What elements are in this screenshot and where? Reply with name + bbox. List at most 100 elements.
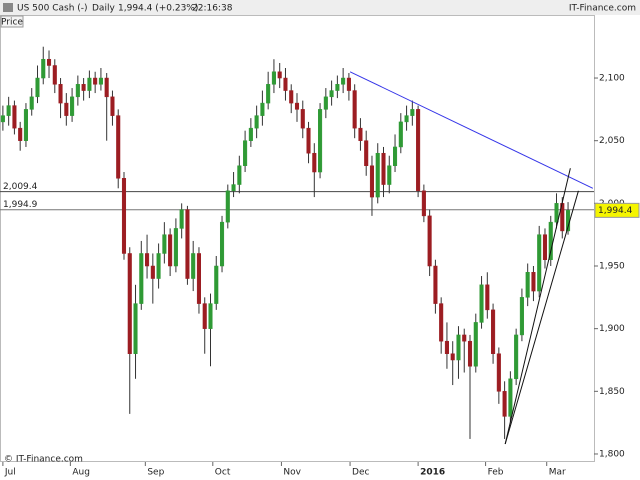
candle-body bbox=[133, 303, 138, 354]
candle-body bbox=[462, 334, 467, 342]
x-tick-label: 2016 bbox=[420, 468, 445, 478]
candle-body bbox=[75, 84, 80, 98]
x-tick-label: Jul bbox=[4, 468, 16, 478]
candle-body bbox=[12, 105, 17, 129]
candle-body bbox=[237, 165, 242, 185]
candle-body bbox=[58, 84, 63, 104]
candle-body bbox=[254, 115, 259, 129]
candle-body bbox=[335, 84, 340, 91]
candle-body bbox=[145, 253, 150, 267]
candle-body bbox=[404, 115, 409, 123]
x-tick-label: Mar bbox=[549, 468, 566, 478]
source: IT-Finance.com bbox=[569, 4, 636, 14]
candle-body bbox=[81, 84, 86, 91]
level-label: 1,994.9 bbox=[3, 200, 38, 210]
candle-body bbox=[312, 152, 317, 173]
candle-body bbox=[537, 234, 542, 292]
candle-body bbox=[508, 378, 513, 417]
y-tick-label: 2,100 bbox=[599, 74, 625, 84]
candle-body bbox=[191, 253, 196, 279]
candle-body bbox=[323, 96, 328, 110]
candle-body bbox=[271, 71, 276, 85]
candle-body bbox=[467, 340, 473, 367]
candle-body bbox=[341, 77, 346, 85]
trend-line bbox=[504, 168, 571, 445]
candle-body bbox=[46, 58, 52, 66]
candle-body bbox=[202, 303, 207, 329]
trend-line bbox=[504, 190, 579, 445]
candle-body bbox=[375, 152, 380, 198]
candle-body bbox=[289, 90, 294, 104]
plot-frame bbox=[0, 15, 595, 462]
x-tick-label: Nov bbox=[283, 468, 301, 478]
time: 22:16:38 bbox=[192, 4, 233, 14]
candle-body bbox=[519, 297, 524, 336]
candle-body bbox=[277, 71, 282, 79]
y-tick-label: 1,800 bbox=[599, 449, 625, 459]
x-tick-label: Sep bbox=[147, 468, 164, 478]
candle-body bbox=[260, 102, 265, 116]
candle-body bbox=[525, 272, 530, 298]
y-tick-label: 1,850 bbox=[599, 387, 625, 397]
candle-body bbox=[542, 234, 548, 260]
candle-body bbox=[219, 221, 225, 267]
candle-body bbox=[98, 77, 103, 85]
candle-body bbox=[208, 303, 213, 329]
candle-body bbox=[231, 184, 236, 192]
copyright: © IT-Finance.com bbox=[4, 455, 83, 465]
candle-body bbox=[421, 190, 426, 217]
candle-body bbox=[150, 265, 155, 279]
candle-body bbox=[116, 115, 121, 179]
candle-body bbox=[358, 127, 363, 141]
candle-body bbox=[70, 96, 75, 116]
candle-body bbox=[294, 102, 300, 110]
candle-body bbox=[225, 190, 230, 223]
price-tag-label: 1,994.4 bbox=[598, 206, 633, 216]
price-box bbox=[0, 15, 24, 28]
candle-body bbox=[514, 334, 519, 380]
candle-body bbox=[185, 209, 190, 279]
candle-body bbox=[433, 265, 438, 304]
symbol-icon bbox=[3, 3, 13, 12]
x-tick-label: Dec bbox=[352, 468, 369, 478]
header-bar bbox=[0, 0, 640, 15]
candle-body bbox=[531, 272, 536, 292]
candle-body bbox=[416, 109, 421, 192]
quote: 1,994.4 (+0.23%) bbox=[118, 4, 198, 14]
candle-body bbox=[110, 96, 115, 116]
candle-body bbox=[23, 109, 28, 141]
trend-line bbox=[349, 71, 594, 189]
candle-body bbox=[473, 322, 478, 367]
candle-body bbox=[52, 65, 57, 85]
candle-body bbox=[479, 284, 484, 323]
candle-body bbox=[139, 253, 144, 304]
price-tag bbox=[594, 202, 640, 218]
candle-body bbox=[18, 127, 23, 141]
candle-body bbox=[127, 253, 132, 354]
candle-body bbox=[439, 303, 444, 342]
candle-body bbox=[548, 221, 553, 260]
candle-body bbox=[410, 109, 415, 116]
y-axis-label: Price bbox=[1, 18, 23, 28]
candle-body bbox=[456, 334, 461, 361]
candle-body bbox=[393, 146, 398, 167]
candle-body bbox=[64, 102, 69, 116]
candle-body bbox=[352, 90, 357, 129]
candle-body bbox=[283, 77, 288, 91]
candle-body bbox=[156, 253, 161, 279]
y-tick-label: 2,050 bbox=[599, 136, 625, 146]
candle-body bbox=[266, 84, 271, 104]
candle-body bbox=[300, 109, 305, 129]
candle-body bbox=[387, 165, 392, 185]
candle-body bbox=[502, 391, 507, 417]
candle-body bbox=[173, 228, 178, 267]
candle-body bbox=[346, 77, 351, 91]
candle-body bbox=[93, 77, 98, 85]
candle-body bbox=[179, 209, 184, 229]
candle-body bbox=[29, 96, 34, 110]
x-tick-label: Oct bbox=[215, 468, 231, 478]
candle-body bbox=[104, 77, 109, 98]
candle-body bbox=[162, 234, 167, 254]
level-label: 2,009.4 bbox=[3, 182, 38, 192]
y-tick-label: 1,900 bbox=[599, 324, 625, 334]
